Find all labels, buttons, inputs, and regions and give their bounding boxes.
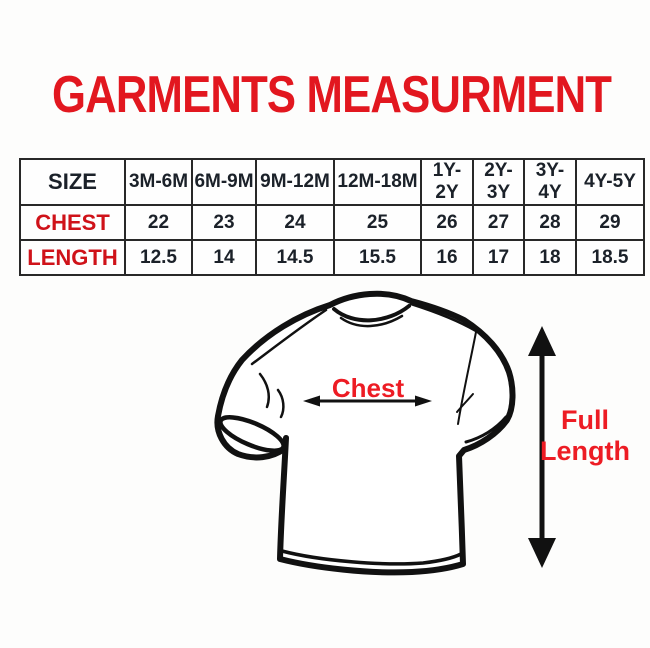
row-header-chest: CHEST (19, 204, 126, 241)
chest-value: 26 (420, 204, 474, 241)
left-cuff-opening (218, 415, 286, 453)
size-col-header: 1Y-2Y (420, 158, 474, 206)
size-col-header: 4Y-5Y (575, 158, 645, 206)
full-length-label-line2: Length (540, 436, 630, 466)
chest-value: 22 (124, 204, 193, 241)
length-value: 14 (191, 239, 257, 276)
size-col-header: 12M-18M (333, 158, 422, 206)
length-value: 17 (472, 239, 525, 276)
size-chart-table: SIZE 3M-6M 6M-9M 9M-12M 12M-18M 1Y-2Y 2Y… (19, 158, 645, 276)
size-col-header: 3M-6M (124, 158, 193, 206)
chest-value: 23 (191, 204, 257, 241)
length-value: 18 (523, 239, 577, 276)
row-header-length: LENGTH (19, 239, 126, 276)
chest-value: 24 (255, 204, 335, 241)
chest-label: Chest (332, 373, 405, 403)
size-col-header: 9M-12M (255, 158, 335, 206)
chest-value: 29 (575, 204, 645, 241)
chest-value: 25 (333, 204, 422, 241)
table-row-length: LENGTH 12.5 14 14.5 15.5 16 17 18 18.5 (19, 239, 645, 276)
full-length-label-line1: Full (561, 405, 609, 435)
page-title: GARMENTS MEASURMENT (52, 66, 612, 124)
length-value: 16 (420, 239, 474, 276)
length-value: 18.5 (575, 239, 645, 276)
chest-value: 27 (472, 204, 525, 241)
tshirt-outline (214, 290, 516, 576)
full-length-arrow (528, 326, 556, 568)
tshirt-detail-lines (250, 302, 508, 566)
chest-arrow (303, 395, 432, 407)
measurement-diagram: Chest Full Length (180, 268, 650, 612)
row-header-size: SIZE (19, 158, 126, 206)
size-col-header: 3Y-4Y (523, 158, 577, 206)
size-col-header: 6M-9M (191, 158, 257, 206)
tshirt-diagram-svg: Chest Full Length (214, 290, 630, 576)
chest-value: 28 (523, 204, 577, 241)
table-row-chest: CHEST 22 23 24 25 26 27 28 29 (19, 204, 645, 241)
length-value: 14.5 (255, 239, 335, 276)
length-value: 12.5 (124, 239, 193, 276)
size-col-header: 2Y-3Y (472, 158, 525, 206)
length-value: 15.5 (333, 239, 422, 276)
table-row-sizes: SIZE 3M-6M 6M-9M 9M-12M 12M-18M 1Y-2Y 2Y… (19, 158, 645, 206)
